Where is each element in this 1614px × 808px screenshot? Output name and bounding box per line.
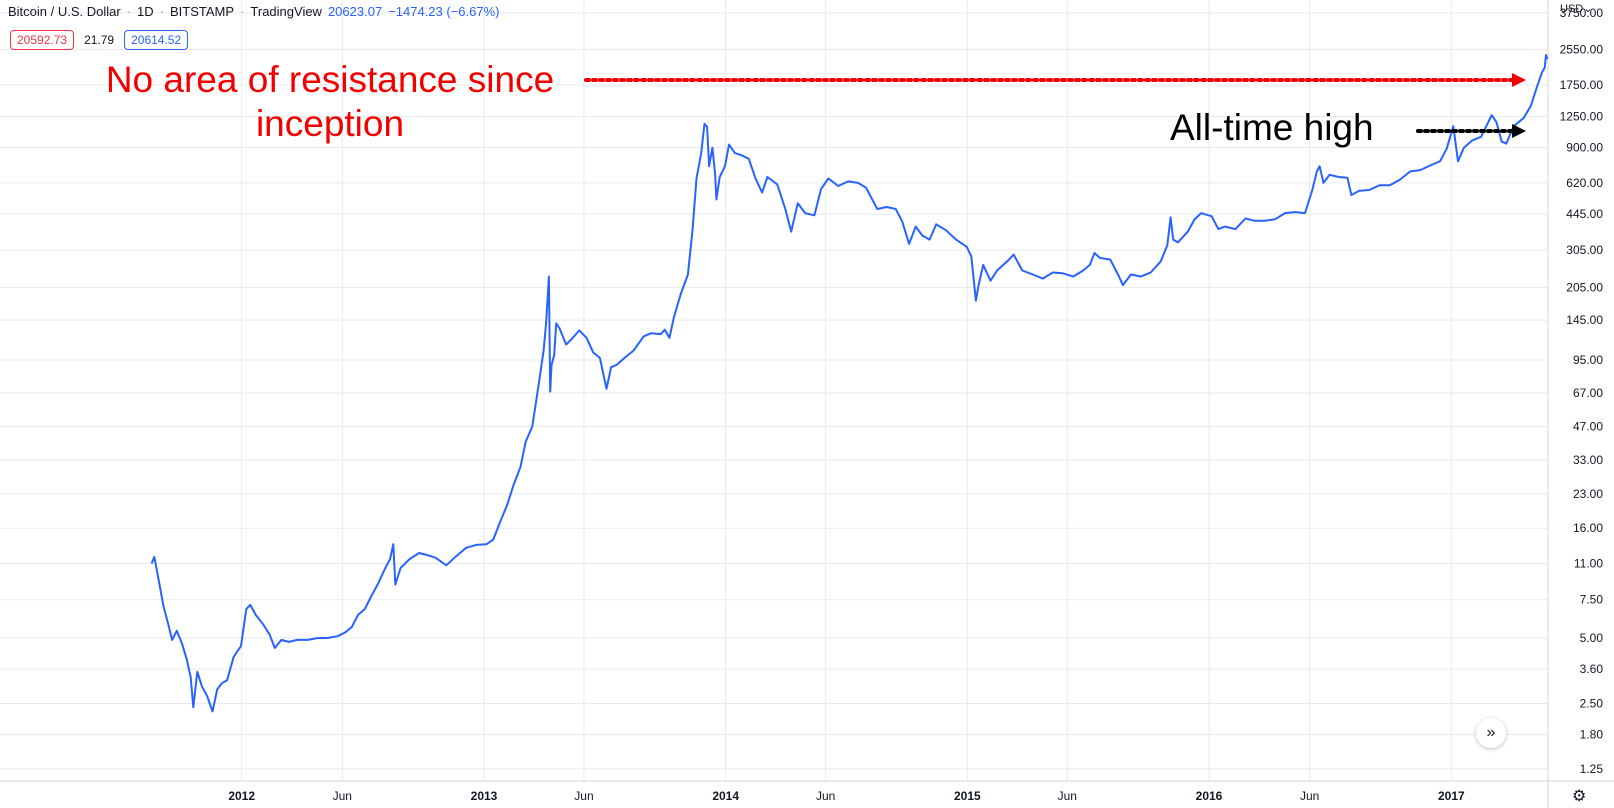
x-tick-label: 2012 [228,789,255,803]
exchange-label: BITSTAMP [170,4,235,19]
currency-label: USD [1560,3,1584,15]
y-tick-label: 445.00 [1566,207,1603,221]
symbol-name[interactable]: Bitcoin / U.S. Dollar [8,4,121,19]
ask-price[interactable]: 20614.52 [124,30,189,50]
y-axis-ticks: 3750.00 2550.00 1750.00 1250.00 900.00 620.00… [1560,6,1604,776]
y-tick-label: 900.00 [1566,141,1603,155]
double-chevron-right-icon: » [1486,724,1496,741]
y-tick-label: 145.00 [1566,313,1603,327]
x-tick-label: 2014 [712,789,739,803]
chevron-down-icon: ⌄ [1583,3,1593,15]
x-tick-label: 2016 [1196,789,1223,803]
y-tick-label: 1250.00 [1560,110,1604,124]
y-tick-label: 23.00 [1573,487,1603,501]
y-tick-label: 1750.00 [1560,78,1604,92]
y-tick-label: 95.00 [1573,353,1603,367]
y-tick-label: 205.00 [1566,280,1603,294]
x-tick-label: Jun [1058,789,1077,803]
red-arrow-head [1512,73,1526,87]
last-price: 20623.07 [327,4,383,19]
x-axis-ticks: 2012 Jun 2013 Jun 2014 Jun 2015 Jun 2016 Jun 2017 [228,789,1465,803]
legend-separator-3: · [240,4,245,19]
currency-selector[interactable]: USD⌄ [1560,2,1592,15]
y-tick-label: 620.00 [1566,176,1603,190]
scroll-to-realtime-button[interactable]: » [1476,718,1506,748]
y-tick-label: 47.00 [1573,419,1603,433]
y-tick-label: 2550.00 [1560,42,1604,56]
x-tick-label: Jun [574,789,593,803]
spread-value: 21.79 [84,33,115,47]
price-change: −1474.23 (−6.67%) [388,4,500,19]
x-tick-label: 2017 [1438,789,1465,803]
y-tick-label: 1.80 [1580,727,1604,741]
x-tick-label: 2013 [471,789,498,803]
annotation-arrows [584,73,1526,138]
grid [0,0,1548,781]
legend-separator-1: · [126,4,132,19]
y-tick-label: 3750.00 [1560,6,1604,20]
y-tick-label: 16.00 [1573,521,1603,535]
y-tick-label: 67.00 [1573,386,1603,400]
bid-price[interactable]: 20592.73 [10,30,75,50]
y-tick-label: 2.50 [1580,696,1604,710]
y-tick-label: 33.00 [1573,453,1603,467]
y-tick-label: 11.00 [1574,557,1603,571]
quote-row: 20592.73 21.79 20614.52 [10,30,189,50]
source-label: TradingView [250,4,322,19]
x-tick-label: Jun [816,789,835,803]
resistance-annotation: No area of resistance since inception [105,59,555,144]
y-tick-label: 1.25 [1580,762,1604,776]
price-series-line [150,54,1549,713]
y-tick-label: 305.00 [1566,243,1603,257]
x-tick-label: 2015 [954,789,981,803]
gear-icon: ⚙ [1572,788,1587,805]
settings-button[interactable]: ⚙ [1572,786,1586,806]
black-arrow-head [1512,124,1526,138]
y-tick-label: 3.60 [1580,662,1604,676]
y-tick-label: 7.50 [1580,593,1604,607]
all-time-high-annotation: All-time high [1170,107,1374,148]
symbol-legend: Bitcoin / U.S. Dollar · 1D · BITSTAMP · … [8,4,500,19]
interval-label[interactable]: 1D [137,4,154,19]
y-tick-label: 5.00 [1580,631,1604,645]
legend-separator-2: · [159,4,165,19]
x-tick-label: Jun [1300,789,1319,803]
x-tick-label: Jun [333,789,352,803]
